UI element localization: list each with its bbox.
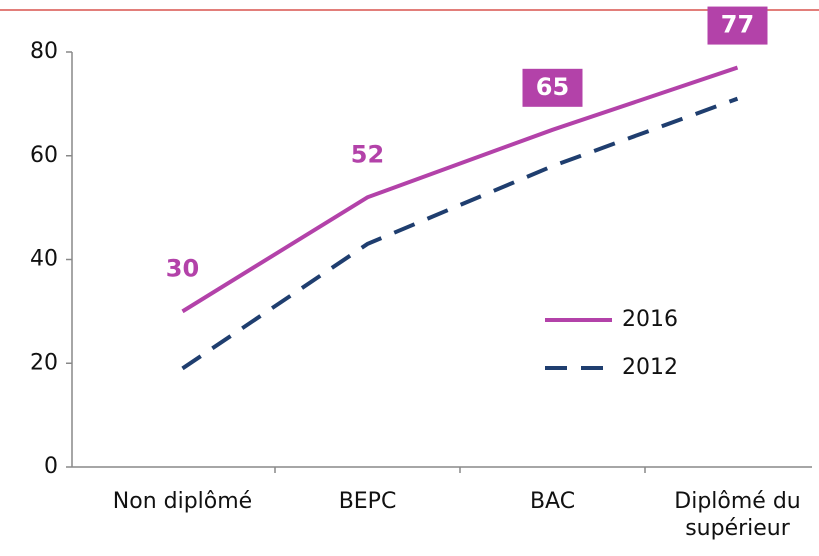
- x-tick-label: Diplômé du supérieur: [674, 489, 801, 541]
- x-tick-label: Non diplômé: [112, 489, 253, 514]
- series-line: [181, 65, 739, 314]
- data-label: 77: [721, 11, 754, 39]
- data-label: 52: [351, 140, 384, 168]
- data-label: 30: [166, 254, 199, 282]
- x-tick-label: BAC: [529, 489, 576, 514]
- y-tick-label: 60: [30, 143, 58, 168]
- series-line: [181, 96, 739, 371]
- data-label-box: [707, 6, 768, 45]
- x-tick-label: BEPC: [338, 489, 397, 514]
- y-tick-label: 80: [30, 39, 58, 64]
- legend-label: 2012: [622, 355, 678, 380]
- y-tick-label: 20: [30, 350, 58, 375]
- y-tick-label: 40: [30, 247, 58, 272]
- y-tick-label: 0: [44, 454, 58, 479]
- legend-label: 2016: [622, 307, 678, 332]
- data-label-box: [522, 68, 583, 107]
- data-label: 65: [536, 73, 569, 101]
